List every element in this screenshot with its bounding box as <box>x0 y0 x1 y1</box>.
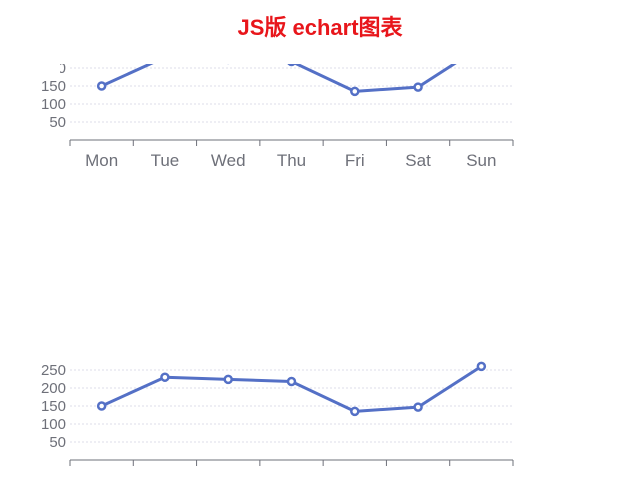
data-point[interactable] <box>350 406 360 417</box>
data-point[interactable] <box>286 376 297 387</box>
x-tick-label: Fri <box>345 151 365 170</box>
x-tick-label: Sun <box>466 151 496 170</box>
y-tick-label: 50 <box>49 114 66 131</box>
data-point[interactable] <box>223 374 233 385</box>
data-point[interactable] <box>96 81 107 91</box>
data-point[interactable] <box>225 56 232 65</box>
x-tick-label: Tue <box>151 151 180 170</box>
x-tick-label: Thu <box>277 151 306 170</box>
data-point[interactable] <box>96 401 107 411</box>
data-point[interactable] <box>287 58 296 67</box>
data-point[interactable] <box>478 43 485 50</box>
y-tick-label: 100 <box>41 96 66 113</box>
y-tick-label: 250 <box>41 362 66 379</box>
data-point[interactable] <box>160 372 170 382</box>
data-point[interactable] <box>413 402 423 412</box>
data-point[interactable] <box>413 82 423 92</box>
y-tick-label: 200 <box>41 380 66 397</box>
y-tick-label: 100 <box>41 416 66 433</box>
series-line <box>101 64 457 93</box>
data-point[interactable] <box>350 86 360 97</box>
data-point[interactable] <box>476 361 487 372</box>
x-tick-label: Wed <box>211 151 246 170</box>
y-tick-label: 150 <box>41 398 66 415</box>
y-tick-label: 150 <box>41 78 66 95</box>
data-point[interactable] <box>161 54 168 61</box>
series-line <box>101 365 483 413</box>
x-tick-label: Sat <box>405 151 431 170</box>
x-tick-label: Mon <box>85 151 118 170</box>
page-title: JS版 echart图表 <box>237 15 403 40</box>
y-tick-label: 50 <box>49 434 66 451</box>
y-tick-label: 200 <box>41 60 66 77</box>
